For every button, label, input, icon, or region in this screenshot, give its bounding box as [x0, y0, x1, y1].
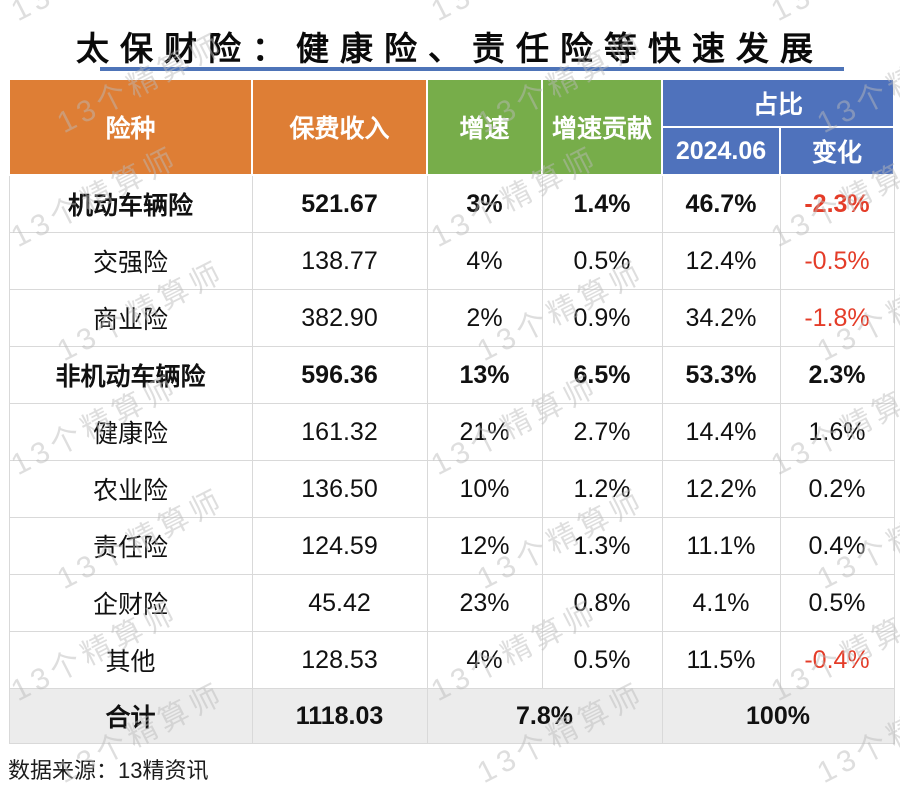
cell-total-label: 合计	[8, 688, 253, 744]
title-underline	[100, 67, 844, 71]
cell-change: -0.5%	[779, 232, 895, 290]
cell-type: 交强险	[8, 232, 253, 290]
cell-share: 34.2%	[661, 289, 781, 347]
cell-growth: 4%	[426, 232, 543, 290]
cell-change: 0.4%	[779, 517, 895, 575]
cell-share: 53.3%	[661, 346, 781, 404]
cell-growth: 12%	[426, 517, 543, 575]
cell-share: 11.5%	[661, 631, 781, 689]
cell-growth: 3%	[426, 174, 543, 233]
header-change: 变化	[778, 126, 896, 176]
cell-contribution: 2.7%	[541, 403, 663, 461]
table-header: 险种 保费收入 增速 增速贡献 占比 2024.06 变化	[8, 78, 896, 176]
cell-type: 非机动车辆险	[8, 346, 253, 404]
cell-total-share: 100%	[661, 688, 895, 744]
header-contribution: 增速贡献	[541, 78, 663, 176]
cell-change: -0.4%	[779, 631, 895, 689]
cell-change: -2.3%	[779, 174, 895, 233]
cell-contribution: 1.3%	[541, 517, 663, 575]
cell-contribution: 1.4%	[541, 174, 663, 233]
table-row: 责任险 124.59 12% 1.3% 11.1% 0.4%	[8, 517, 895, 575]
cell-premium: 596.36	[251, 346, 428, 404]
cell-share: 14.4%	[661, 403, 781, 461]
cell-share: 46.7%	[661, 174, 781, 233]
cell-premium: 45.42	[251, 574, 428, 632]
cell-type: 机动车辆险	[8, 174, 253, 233]
header-row-main: 险种 保费收入 增速 增速贡献 占比	[8, 78, 896, 176]
insurance-table: 险种 保费收入 增速 增速贡献 占比 2024.06 变化 机动车辆险 521.6…	[8, 78, 896, 744]
cell-share: 4.1%	[661, 574, 781, 632]
cell-type: 农业险	[8, 460, 253, 518]
table-row: 机动车辆险 521.67 3% 1.4% 46.7% -2.3%	[8, 174, 895, 233]
cell-growth: 10%	[426, 460, 543, 518]
cell-change: 0.2%	[779, 460, 895, 518]
table-row: 其他 128.53 4% 0.5% 11.5% -0.4%	[8, 631, 895, 689]
cell-change: 0.5%	[779, 574, 895, 632]
cell-growth: 4%	[426, 631, 543, 689]
cell-type: 其他	[8, 631, 253, 689]
cell-total-premium: 1118.03	[251, 688, 428, 744]
cell-premium: 521.67	[251, 174, 428, 233]
cell-premium: 382.90	[251, 289, 428, 347]
total-row: 合计 1118.03 7.8% 100%	[8, 688, 895, 744]
table-row: 企财险 45.42 23% 0.8% 4.1% 0.5%	[8, 574, 895, 632]
cell-change: -1.8%	[779, 289, 895, 347]
cell-share: 12.2%	[661, 460, 781, 518]
table-footer: 合计 1118.03 7.8% 100%	[8, 688, 895, 744]
cell-growth: 21%	[426, 403, 543, 461]
cell-premium: 138.77	[251, 232, 428, 290]
table-row: 交强险 138.77 4% 0.5% 12.4% -0.5%	[8, 232, 895, 290]
header-premium: 保费收入	[251, 78, 428, 176]
header-share-group: 占比	[660, 78, 896, 128]
table-row: 健康险 161.32 21% 2.7% 14.4% 1.6%	[8, 403, 895, 461]
cell-type: 企财险	[8, 574, 253, 632]
cell-share: 12.4%	[661, 232, 781, 290]
cell-contribution: 6.5%	[541, 346, 663, 404]
page-title: 太保财险：健康险、责任险等快速发展	[76, 30, 824, 67]
cell-type: 商业险	[8, 289, 253, 347]
cell-premium: 161.32	[251, 403, 428, 461]
cell-type: 健康险	[8, 403, 253, 461]
cell-change: 2.3%	[779, 346, 895, 404]
cell-change: 1.6%	[779, 403, 895, 461]
header-share-period: 2024.06	[661, 126, 781, 176]
cell-contribution: 0.5%	[541, 631, 663, 689]
table-row: 非机动车辆险 596.36 13% 6.5% 53.3% 2.3%	[8, 346, 895, 404]
header-growth: 增速	[426, 78, 543, 176]
cell-contribution: 0.8%	[541, 574, 663, 632]
table-body: 机动车辆险 521.67 3% 1.4% 46.7% -2.3% 交强险 138.77 4% 0.…	[8, 174, 895, 689]
cell-premium: 124.59	[251, 517, 428, 575]
table-row: 商业险 382.90 2% 0.9% 34.2% -1.8%	[8, 289, 895, 347]
cell-growth: 2%	[426, 289, 543, 347]
cell-growth: 23%	[426, 574, 543, 632]
cell-growth: 13%	[426, 346, 543, 404]
cell-contribution: 0.9%	[541, 289, 663, 347]
table-row: 农业险 136.50 10% 1.2% 12.2% 0.2%	[8, 460, 895, 518]
cell-premium: 128.53	[251, 631, 428, 689]
cell-premium: 136.50	[251, 460, 428, 518]
cell-contribution: 0.5%	[541, 232, 663, 290]
cell-contribution: 1.2%	[541, 460, 663, 518]
data-source: 数据来源：13精资讯	[8, 758, 209, 783]
cell-total-growth: 7.8%	[426, 688, 663, 744]
header-row-sub: 2024.06 变化	[9, 126, 896, 176]
cell-share: 11.1%	[661, 517, 781, 575]
header-type: 险种	[8, 78, 253, 176]
cell-type: 责任险	[8, 517, 253, 575]
